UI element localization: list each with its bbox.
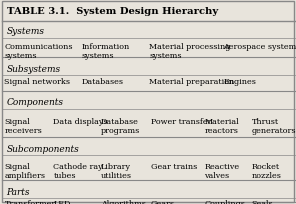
- Text: Seals: Seals: [252, 200, 273, 204]
- Text: Information
systems: Information systems: [81, 43, 130, 60]
- Text: TABLE 3.1.  System Design Hierarchy: TABLE 3.1. System Design Hierarchy: [7, 7, 218, 16]
- Text: Parts: Parts: [7, 187, 30, 196]
- Text: Gear trains: Gear trains: [151, 162, 197, 170]
- Text: Reactive
valves: Reactive valves: [204, 162, 239, 179]
- Text: Cathode ray
tubes: Cathode ray tubes: [53, 162, 103, 179]
- Text: Library
utilities: Library utilities: [101, 162, 132, 179]
- Text: LED: LED: [53, 200, 71, 204]
- Text: Material preparation: Material preparation: [149, 78, 235, 85]
- Text: Material
reactors: Material reactors: [204, 117, 239, 134]
- Text: Thrust
generators: Thrust generators: [252, 117, 296, 134]
- Text: Signal networks: Signal networks: [4, 78, 70, 85]
- Text: Subsystems: Subsystems: [7, 64, 61, 73]
- Text: Signal
receivers: Signal receivers: [4, 117, 42, 134]
- Text: Data displays: Data displays: [53, 117, 108, 125]
- Text: Gears: Gears: [151, 200, 175, 204]
- Text: Rocket
nozzles: Rocket nozzles: [252, 162, 281, 179]
- Text: Algorithms: Algorithms: [101, 200, 146, 204]
- Text: Databases: Databases: [81, 78, 123, 85]
- Text: Power transfer: Power transfer: [151, 117, 211, 125]
- Text: Subcomponents: Subcomponents: [7, 144, 79, 153]
- Text: Couplings: Couplings: [204, 200, 245, 204]
- Text: Components: Components: [7, 98, 64, 107]
- Text: Database
programs: Database programs: [101, 117, 140, 134]
- Text: Signal
amplifiers: Signal amplifiers: [4, 162, 46, 179]
- Text: Systems: Systems: [7, 27, 44, 35]
- Text: Aerospace systems: Aerospace systems: [223, 43, 296, 51]
- FancyBboxPatch shape: [2, 2, 294, 202]
- Text: Material processing
systems: Material processing systems: [149, 43, 231, 60]
- Text: Transformer: Transformer: [4, 200, 56, 204]
- Text: Communications
systems: Communications systems: [4, 43, 73, 60]
- Text: Engines: Engines: [223, 78, 256, 85]
